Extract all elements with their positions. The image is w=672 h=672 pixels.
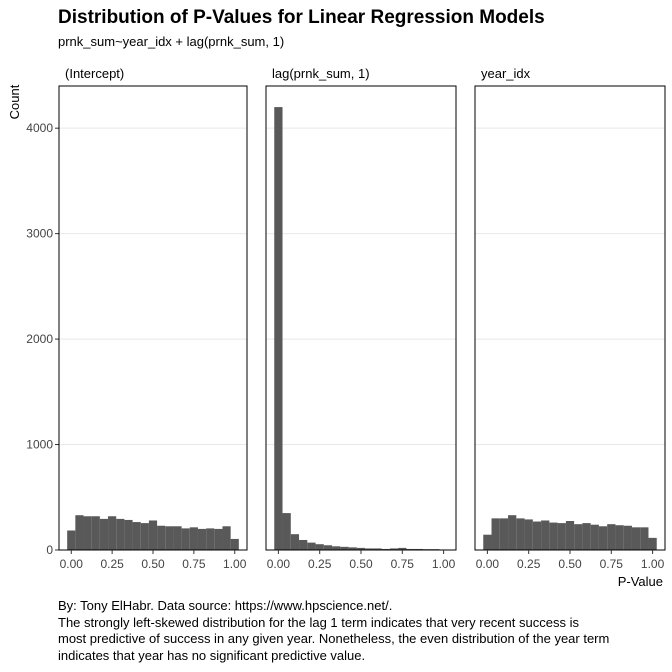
x-tick-label: 1.00 [432, 557, 456, 571]
histogram-bar [348, 547, 357, 550]
histogram-bar [623, 525, 632, 550]
x-tick-label: 0.00 [267, 557, 291, 571]
panel-border [474, 85, 666, 551]
x-tick-label: 0.75 [600, 557, 624, 571]
panel-border [265, 85, 457, 551]
histogram-bar [549, 522, 558, 550]
x-tick-label: 0.75 [182, 557, 206, 571]
histogram-bar [365, 548, 374, 550]
histogram-bar [140, 523, 149, 550]
y-axis-title: Count [7, 84, 22, 119]
histogram-bar [214, 528, 223, 550]
histogram-bar [157, 525, 166, 550]
histogram-bar [648, 537, 657, 550]
y-tick-label: 2000 [26, 332, 53, 346]
histogram-bar [406, 548, 415, 550]
x-tick-label: 0.25 [308, 557, 332, 571]
histogram-bar [631, 527, 641, 550]
histogram-bar [197, 528, 207, 550]
histogram-bar [315, 544, 324, 550]
histogram-bar [173, 526, 182, 550]
histogram-bar [491, 518, 500, 550]
y-tick-label: 4000 [26, 121, 53, 135]
histogram-bar [532, 521, 542, 550]
histogram-bar [590, 524, 599, 550]
histogram-bar [323, 545, 333, 550]
facet-strip-label: (Intercept) [65, 66, 124, 81]
histogram-bar [640, 527, 649, 550]
x-tick-label: 0.50 [141, 557, 165, 571]
histogram-bar [414, 548, 423, 550]
histogram-bar [132, 522, 141, 550]
y-tick-label: 0 [46, 543, 53, 557]
x-tick-label: 1.00 [223, 557, 247, 571]
histogram-bar [541, 520, 550, 550]
histogram-bar [274, 107, 283, 550]
histogram-bar [189, 527, 198, 550]
x-tick-label: 0.25 [100, 557, 124, 571]
chart-caption: By: Tony ElHabr. Data source: https://ww… [58, 598, 668, 664]
y-tick-label: 3000 [26, 227, 53, 241]
caption-line: By: Tony ElHabr. Data source: https://ww… [58, 598, 393, 613]
facet-strip-label: lag(prnk_sum, 1) [272, 66, 370, 81]
x-axis-title: P-Value [618, 574, 663, 589]
histogram-bar [83, 516, 92, 550]
histogram-bar [574, 524, 583, 550]
y-tick-label: 1000 [26, 438, 53, 452]
histogram-bar [524, 519, 533, 550]
histogram-bar [290, 534, 300, 550]
histogram-bar [508, 515, 517, 550]
histogram-bar [356, 547, 366, 550]
x-tick-label: 0.00 [60, 557, 84, 571]
histogram-bar [598, 526, 608, 550]
histogram-bar [299, 539, 308, 550]
x-tick-label: 0.50 [349, 557, 373, 571]
histogram-bar [389, 548, 399, 550]
histogram-bar [165, 526, 174, 550]
x-tick-label: 0.25 [517, 557, 541, 571]
histogram-bar [398, 547, 407, 550]
histogram-bar [116, 518, 125, 550]
histogram-bar [148, 520, 158, 550]
x-tick-label: 0.00 [476, 557, 500, 571]
x-tick-label: 1.00 [641, 557, 665, 571]
histogram-bar [206, 528, 215, 550]
x-tick-label: 0.75 [391, 557, 415, 571]
histogram-bar [516, 518, 525, 550]
histogram-bar [373, 548, 382, 550]
histogram-bar [99, 518, 109, 550]
chart-subtitle: prnk_sum~year_idx + lag(prnk_sum, 1) [58, 34, 285, 49]
chart-title: Distribution of P-Values for Linear Regr… [58, 7, 545, 28]
histogram-bar [340, 546, 349, 550]
histogram-bar [483, 534, 492, 550]
histogram-bar [499, 518, 509, 550]
panel-border [58, 85, 248, 551]
histogram-bar [75, 515, 84, 550]
histogram-bar [607, 524, 616, 550]
histogram-bar [557, 523, 566, 550]
histogram-bar [91, 516, 100, 550]
caption-line: The strongly left-skewed distribution fo… [58, 614, 579, 630]
histogram-bar [565, 521, 575, 550]
caption-line: most predictive of success in any given … [58, 631, 610, 646]
histogram-bar [124, 519, 133, 550]
histogram-bar [282, 513, 291, 550]
histogram-bar [615, 525, 624, 550]
histogram-bar [181, 528, 190, 550]
histogram-bar [67, 530, 76, 550]
histogram-bar [108, 516, 117, 550]
histogram-bar [222, 526, 231, 550]
histogram-bar [381, 548, 390, 550]
facet-strip-label: year_idx [481, 66, 531, 81]
histogram-bar [307, 542, 316, 550]
histogram-bar [582, 523, 591, 550]
caption-line: indicates that year has no significant p… [58, 647, 366, 663]
histogram-bar [230, 538, 239, 550]
histogram-bar [332, 546, 341, 550]
x-tick-label: 0.50 [558, 557, 582, 571]
